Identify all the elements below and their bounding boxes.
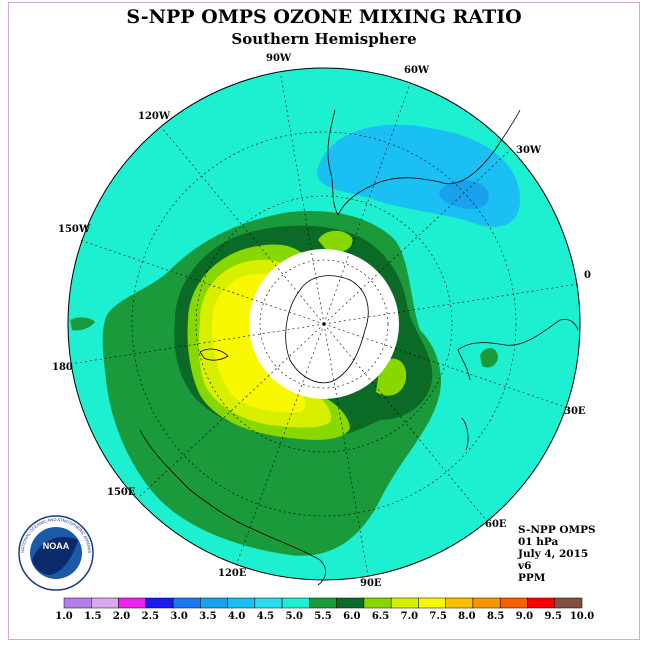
lon-label-150w: 150W xyxy=(58,224,91,235)
map-subtitle: Southern Hemisphere xyxy=(231,30,417,48)
info-version: v6 xyxy=(518,560,532,572)
new-zealand-coast xyxy=(199,348,229,361)
meridian-90w xyxy=(280,75,325,325)
colorbar-swatch xyxy=(472,597,501,609)
colorbar-label: 7.0 xyxy=(401,611,418,622)
lon-label-90e: 90E xyxy=(360,578,382,589)
lon-label-150e: 150E xyxy=(107,487,136,498)
colorbar-swatch xyxy=(499,597,528,609)
colorbar-label: 1.5 xyxy=(84,611,101,622)
colorbar-label: 2.5 xyxy=(142,611,159,622)
info-block: S-NPP OMPS 01 hPa July 4, 2015 v6 PPM xyxy=(518,524,596,584)
longitude-labels: 90W 60W 30W 0 30E 60E 90E 120E 150E 180 … xyxy=(52,53,591,589)
colorbar-label: 7.5 xyxy=(429,611,446,622)
map-title: S-NPP OMPS OZONE MIXING RATIO xyxy=(126,6,522,28)
colorbar-swatch xyxy=(145,597,174,609)
south-america-coast xyxy=(337,109,521,216)
colorbar-label: 9.5 xyxy=(545,611,562,622)
colorbar-label: 5.5 xyxy=(314,611,331,622)
colorbar-swatch xyxy=(390,597,419,609)
meridian-30e xyxy=(323,323,569,409)
lon-label-30e: 30E xyxy=(564,406,586,417)
info-date: July 4, 2015 xyxy=(518,548,589,560)
africa-coast xyxy=(457,319,579,351)
colorbar-swatch xyxy=(336,597,365,609)
noaa-logo-bird xyxy=(32,536,78,575)
colorbar-swatch xyxy=(63,597,92,609)
lat-circle-2 xyxy=(195,195,453,453)
colorbar-swatch xyxy=(227,597,256,609)
colorbar-label: 8.5 xyxy=(487,611,504,622)
colorbar-label: 5.0 xyxy=(286,611,303,622)
colorbar-label: 6.5 xyxy=(372,611,389,622)
south-america-west-coast xyxy=(327,109,339,216)
colorbar-swatch xyxy=(554,597,583,609)
meridian-120w xyxy=(161,127,325,325)
coastlines xyxy=(139,109,579,586)
info-units: PPM xyxy=(518,572,546,584)
region-5-0-5-5-africa xyxy=(480,347,498,368)
lon-label-60e: 60E xyxy=(485,519,507,530)
lat-circle-3 xyxy=(131,131,517,517)
colorbar-swatch xyxy=(445,597,474,609)
colorbar: 1.0 1.5 2.0 2.5 3.0 3.5 4.0 4.5 5.0 5.5 6.0 6.5 7.0 7… xyxy=(55,597,594,622)
colorbar-swatch xyxy=(281,597,310,609)
colorbar-swatch xyxy=(527,597,555,609)
noaa-logo-text: NOAA xyxy=(43,541,70,551)
colorbar-swatch xyxy=(309,597,337,609)
antarctica-coast xyxy=(285,275,369,384)
colorbar-swatch xyxy=(172,597,201,609)
meridian-150w xyxy=(79,239,325,325)
colorbar-swatch xyxy=(118,597,147,609)
lon-label-180: 180 xyxy=(52,362,73,373)
lon-label-60w: 60W xyxy=(404,65,430,76)
colorbar-label: 10.0 xyxy=(570,611,594,622)
colorbar-label: 3.0 xyxy=(170,611,187,622)
lat-circle-1 xyxy=(259,259,389,389)
colorbar-label: 6.0 xyxy=(343,611,360,622)
colorbar-label: 9.0 xyxy=(516,611,533,622)
lon-label-30w: 30W xyxy=(516,145,542,156)
lon-label-0: 0 xyxy=(584,270,591,281)
colorbar-label: 2.0 xyxy=(113,611,130,622)
colorbar-swatch xyxy=(91,597,119,609)
region-6-0-6-5-peninsula xyxy=(318,230,353,253)
colorbar-label: 1.0 xyxy=(55,611,72,622)
region-5-0-5-5-small xyxy=(70,317,95,331)
colorbar-label: 4.0 xyxy=(228,611,245,622)
colorbar-swatch xyxy=(200,597,228,609)
colorbar-label: 8.0 xyxy=(458,611,475,622)
lon-label-120w: 120W xyxy=(138,111,171,122)
colorbar-label: 3.5 xyxy=(199,611,216,622)
region-3-5-4-0 xyxy=(439,180,489,210)
colorbar-label: 4.5 xyxy=(257,611,274,622)
map-boundary xyxy=(67,67,581,581)
africa-west-coast xyxy=(457,349,471,381)
australia-coast xyxy=(139,429,327,586)
madagascar-coast xyxy=(461,417,469,451)
info-instrument: S-NPP OMPS xyxy=(518,524,596,536)
info-level: 01 hPa xyxy=(518,536,559,548)
colorbar-swatch xyxy=(363,597,392,609)
colorbar-swatch xyxy=(418,597,446,609)
colorbar-swatch xyxy=(254,597,283,609)
graticule xyxy=(69,75,579,577)
lon-label-120e: 120E xyxy=(218,568,247,579)
lon-label-90w: 90W xyxy=(266,53,292,64)
meridian-60e xyxy=(323,323,487,521)
